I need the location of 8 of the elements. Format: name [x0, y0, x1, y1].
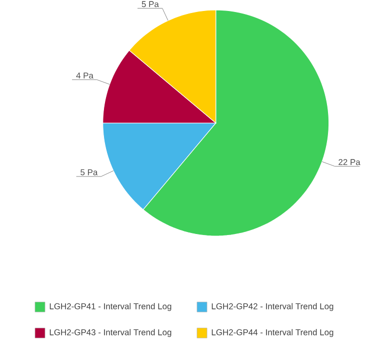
legend-label: LGH2-GP42 - Interval Trend Log [212, 303, 334, 311]
legend-label: LGH2-GP41 - Interval Trend Log [50, 303, 172, 311]
legend-label: LGH2-GP43 - Interval Trend Log [50, 329, 172, 337]
data-label: 5 Pa [142, 1, 159, 8]
legend-label: LGH2-GP44 - Interval Trend Log [212, 329, 334, 337]
data-label: 5 Pa [80, 169, 98, 176]
data-label: 22 Pa [338, 159, 360, 166]
data-label: 4 Pa [76, 72, 94, 79]
